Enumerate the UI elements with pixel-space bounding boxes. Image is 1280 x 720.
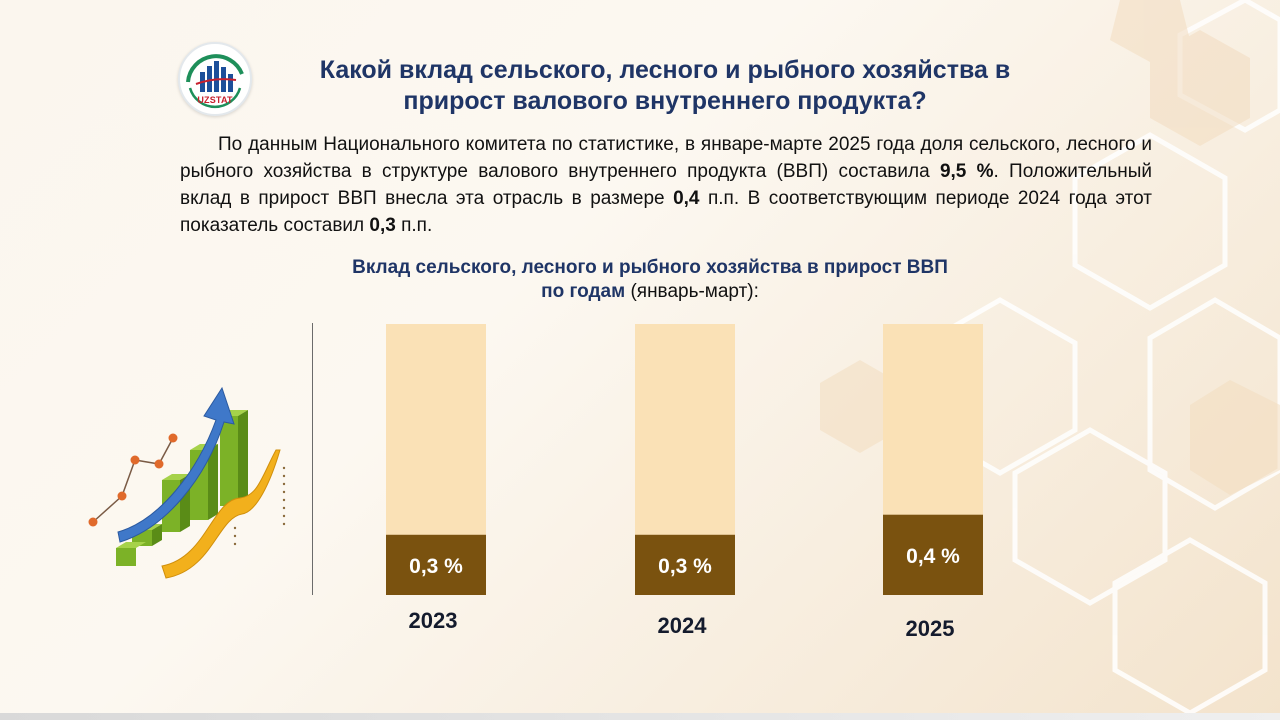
intro-prev-value: 0,3 <box>369 215 396 236</box>
chart-subtitle-normal: (январь-март): <box>625 281 759 302</box>
chart-title: Вклад сельского, лесного и рыбного хозяй… <box>250 256 1050 304</box>
intro-contribution-value: 0,4 <box>673 188 700 209</box>
bar-2023 <box>386 534 486 595</box>
intro-share-value: 9,5 % <box>939 161 994 182</box>
bottom-border <box>0 713 1280 720</box>
category-label-2024: 2024 <box>658 613 708 638</box>
bar-value-label-2023: 0,3 % <box>409 555 463 578</box>
intro-text-4: п.п. <box>395 215 433 236</box>
chart-subtitle-bold: по годам <box>541 281 626 302</box>
title-line-1: Какой вклад сельского, лесного и рыбного… <box>319 56 1011 84</box>
bar-value-label-2025: 0,4 % <box>906 545 960 568</box>
bar-2025 <box>883 514 983 595</box>
intro-text-2: . Положительный вклад в прирост ВВП внес… <box>180 161 1153 209</box>
page-title: Какой вклад сельского, лесного и рыбного… <box>250 55 1080 117</box>
category-label-2025: 2025 <box>906 616 955 641</box>
title-line-2: прирост валового внутреннего продукта? <box>403 87 927 115</box>
intro-paragraph: По данным Национального комитета по стат… <box>180 131 1152 239</box>
chart-title-line-1: Вклад сельского, лесного и рыбного хозяй… <box>352 257 948 278</box>
chart-divider-line <box>312 323 313 595</box>
category-label-2023: 2023 <box>409 608 458 633</box>
intro-text-3: п.п. В соответствующим периоде 2024 года… <box>180 188 1152 236</box>
bar-value-label-2024: 0,3 % <box>658 555 712 578</box>
bar-2024 <box>635 534 735 595</box>
intro-text-1: По данным Национального комитета по стат… <box>180 134 1152 182</box>
uzstat-logo: UZSTAT <box>178 42 252 116</box>
growth-chart-illustration <box>88 386 286 579</box>
logo-text: UZSTAT <box>197 95 233 105</box>
